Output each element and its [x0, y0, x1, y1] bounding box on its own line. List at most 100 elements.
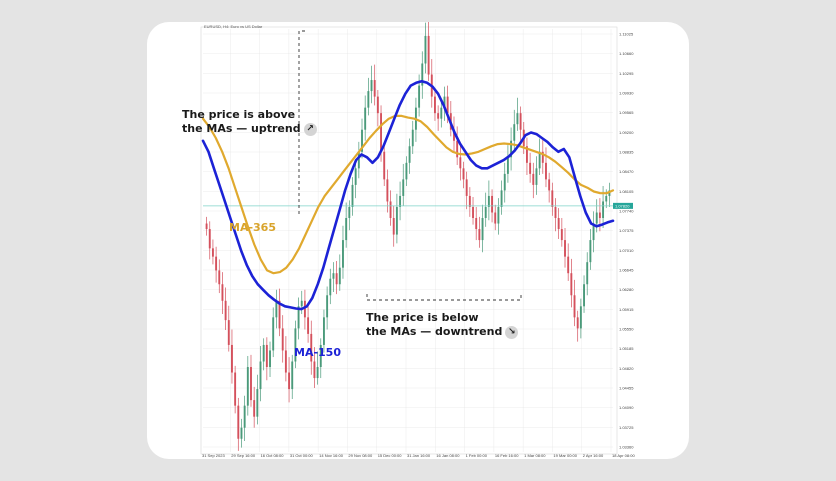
candle-body: [529, 162, 532, 174]
candle-body: [421, 63, 424, 86]
candle-body: [554, 206, 557, 219]
candle-body: [275, 300, 278, 318]
candle-body: [300, 300, 303, 307]
chart-card: 1.11025 1.10660 1.10295 1.09930 1.09565 1.092…: [147, 22, 689, 459]
y-tick-label: 1.06280: [619, 287, 634, 292]
y-tick-label: 1.08835: [619, 150, 634, 155]
x-tick-label: 15 Dec 00:00: [378, 453, 403, 458]
candle-body: [354, 168, 357, 185]
x-tick-label: 1 Mar 08:00: [524, 453, 546, 458]
candle-body: [389, 201, 392, 219]
candle-body: [250, 367, 252, 401]
candle-body: [256, 389, 259, 417]
candle-body: [427, 35, 430, 75]
candle-body: [513, 124, 516, 141]
candle-body: [602, 201, 605, 219]
candle-body: [453, 129, 455, 141]
candle-body: [259, 361, 262, 390]
candle-body: [237, 405, 240, 439]
candle-body: [487, 195, 490, 207]
candle-body: [440, 107, 443, 119]
x-tick-label: 29 Sep 16:00: [231, 453, 256, 458]
candle-body: [567, 256, 570, 274]
candle-body: [475, 218, 478, 230]
candle-body: [405, 162, 408, 180]
y-tick-label: 1.04455: [619, 386, 634, 391]
candle-body: [516, 113, 519, 125]
y-tick-label: 1.05550: [619, 327, 634, 332]
y-tick-label: 1.07740: [619, 209, 634, 214]
candle-body: [392, 218, 395, 235]
candle-body: [342, 240, 344, 268]
candle-body: [278, 300, 281, 329]
y-tick-label: 1.11025: [619, 32, 634, 37]
candle-body: [500, 190, 503, 207]
downtrend-text-line2: the MAs — downtrend: [366, 325, 503, 338]
candle-body: [361, 129, 363, 152]
candle-body: [357, 151, 360, 169]
uptrend-annotation: The price is above the MAs — uptrend ↗: [182, 108, 317, 136]
candle-body: [583, 284, 585, 307]
candle-body: [525, 146, 528, 163]
candle-body: [434, 96, 436, 114]
candle-body: [579, 306, 582, 329]
candlestick-chart: 1.11025 1.10660 1.10295 1.09930 1.09565 1.092…: [200, 22, 635, 458]
candle-body: [332, 273, 335, 279]
candle-body: [399, 195, 402, 207]
current-price-label: 1.07820: [615, 203, 630, 208]
uptrend-text-line1: The price is above: [182, 108, 296, 121]
x-tick-label: 31 Sep 2023: [202, 453, 225, 458]
candle-body: [532, 173, 535, 185]
candle-body: [605, 195, 608, 202]
x-tick-label: 2 Apr 16:00: [583, 453, 604, 458]
candle-body: [494, 212, 497, 224]
candle-body: [418, 85, 421, 108]
candle-body: [288, 372, 291, 390]
candle-body: [535, 168, 538, 185]
ma150-label: MA-150: [294, 346, 341, 359]
x-tick-label: 14 Nov 16:00: [319, 453, 344, 458]
candle-body: [376, 96, 379, 114]
candle-body: [395, 206, 398, 235]
y-tick-label: 1.08470: [619, 169, 634, 174]
candle-body: [497, 206, 500, 224]
y-tick-label: 1.08105: [619, 189, 634, 194]
candle-body: [408, 146, 411, 163]
candle-body: [468, 195, 471, 207]
candle-body: [510, 140, 513, 158]
candle-body: [319, 344, 322, 368]
x-tick-label: 18 Apr 08:00: [612, 453, 635, 458]
candle-body: [224, 300, 227, 321]
candle-body: [608, 190, 611, 196]
candle-body: [519, 113, 522, 130]
candle-body: [573, 295, 576, 318]
candle-body: [402, 179, 405, 196]
candle-body: [506, 157, 509, 174]
downtrend-text-line1: The price is below: [366, 311, 479, 324]
x-tick-label: 19 Mar 00:00: [553, 453, 577, 458]
ma150-line: [201, 79, 615, 311]
candle-body: [265, 344, 268, 368]
y-tick-label: 1.07010: [619, 248, 634, 253]
candle-body: [595, 212, 598, 224]
arrow-up-right-icon: ↗: [303, 122, 317, 136]
ma365-label: MA-365: [229, 221, 276, 234]
candle-body: [211, 248, 214, 257]
candle-body: [329, 278, 332, 296]
candle-body: [240, 427, 243, 439]
candle-body: [253, 400, 256, 417]
y-tick-label: 1.03360: [619, 445, 634, 450]
x-tick-label: 29 Nov 08:00: [348, 453, 373, 458]
x-tick-label: 31 Jan 16:00: [407, 453, 431, 458]
y-tick-label: 1.04820: [619, 366, 634, 371]
y-tick-label: 1.03725: [619, 425, 634, 430]
candle-body: [570, 273, 573, 296]
candle-body: [348, 206, 351, 219]
candle-body: [326, 295, 329, 318]
candle-body: [557, 218, 560, 230]
candle-body: [284, 350, 287, 373]
y-tick-label: 1.09200: [619, 130, 634, 135]
plot-area: [200, 26, 618, 455]
candle-body: [462, 168, 465, 180]
candle-body: [560, 229, 563, 241]
